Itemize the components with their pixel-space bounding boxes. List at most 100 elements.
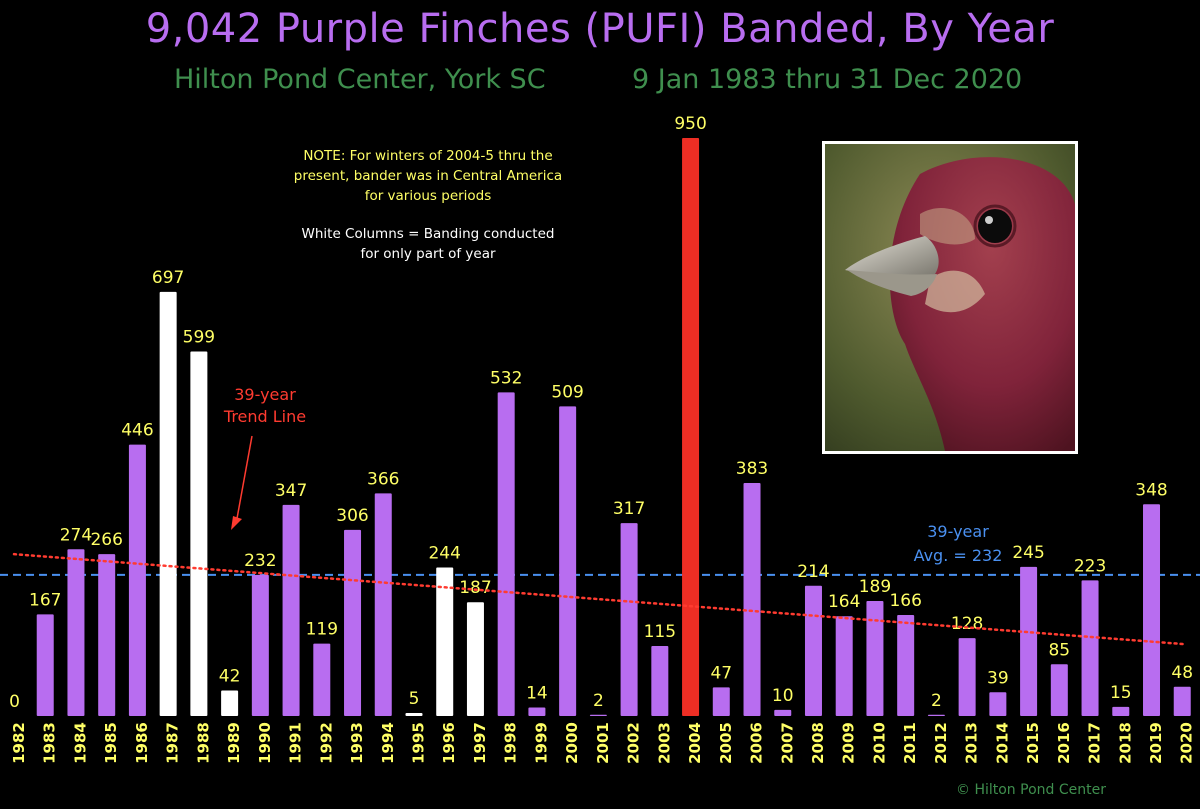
bar-1998 (497, 392, 515, 716)
bar-value-label-2009: 164 (828, 592, 860, 612)
subtitle-date-range: 9 Jan 1983 thru 31 Dec 2020 (632, 64, 1023, 95)
bar-value-label-1987: 697 (152, 268, 184, 288)
bar-value-label-1993: 306 (336, 506, 368, 526)
bar-2002 (620, 523, 638, 716)
bar-2016 (1050, 664, 1068, 716)
x-tick-label-1991: 1991 (287, 722, 305, 764)
bar-value-label-1984: 274 (60, 525, 92, 545)
bar-value-label-2016: 85 (1048, 640, 1070, 660)
x-tick-label-1994: 1994 (379, 722, 397, 764)
x-tick-label-2008: 2008 (809, 722, 827, 764)
bar-value-label-1992: 119 (306, 620, 338, 640)
average-line-label: 39-year Avg. = 232 (888, 520, 1028, 568)
copyright-credit: © Hilton Pond Center (956, 782, 1106, 798)
x-tick-label-2015: 2015 (1024, 722, 1042, 764)
bar-value-label-2010: 189 (859, 577, 891, 597)
note-line-1: NOTE: For winters of 2004-5 thru the (303, 148, 553, 164)
bar-1990 (251, 574, 269, 716)
x-tick-label-2011: 2011 (901, 722, 919, 764)
bar-1989 (221, 690, 239, 716)
x-tick-label-2009: 2009 (840, 722, 858, 764)
bar-value-label-1999: 14 (526, 683, 548, 703)
bar-value-label-1985: 266 (90, 530, 122, 550)
bar-value-label-1995: 5 (409, 689, 420, 709)
bar-2010 (866, 601, 884, 716)
bar-value-label-1986: 446 (121, 421, 153, 441)
x-tick-label-1984: 1984 (71, 722, 89, 764)
bar-1985 (98, 554, 116, 716)
bar-value-label-2004: 950 (674, 114, 706, 134)
x-tick-label-2012: 2012 (932, 722, 950, 764)
bar-1983 (36, 614, 54, 716)
bar-2019 (1143, 504, 1161, 716)
note-line-2: present, bander was in Central America (293, 168, 563, 184)
bar-1984 (67, 549, 85, 716)
bar-value-label-1983: 167 (29, 590, 61, 610)
x-tick-label-2003: 2003 (655, 722, 673, 764)
bar-1996 (436, 567, 454, 716)
bar-value-label-1997: 187 (459, 578, 491, 598)
x-tick-label-2017: 2017 (1086, 722, 1104, 764)
x-tick-label-1988: 1988 (194, 722, 212, 764)
bar-value-label-2006: 383 (736, 459, 768, 479)
bar-value-label-2017: 223 (1074, 556, 1106, 576)
bar-2005 (712, 687, 730, 716)
note-line-5: for only part of year (360, 246, 496, 262)
bar-1994 (374, 493, 392, 716)
x-tick-label-2004: 2004 (686, 722, 704, 764)
x-tick-label-1996: 1996 (440, 722, 458, 764)
bar-2007 (774, 709, 792, 716)
bar-2018 (1112, 706, 1130, 716)
bar-1997 (466, 602, 484, 716)
bar-1992 (313, 643, 331, 716)
purple-finch-photo (822, 141, 1078, 454)
note-line-4: White Columns = Banding conducted (301, 226, 555, 242)
bar-value-label-2014: 39 (987, 668, 1009, 688)
trend-arrow-head (231, 516, 242, 530)
bar-value-label-2008: 214 (797, 562, 829, 582)
bar-2013 (958, 638, 976, 716)
x-tick-label-1990: 1990 (256, 722, 274, 764)
x-tick-label-1989: 1989 (225, 722, 243, 764)
bar-value-label-2019: 348 (1135, 480, 1167, 500)
bar-2001 (589, 714, 607, 716)
bar-2008 (804, 585, 822, 716)
bar-value-label-1991: 347 (275, 481, 307, 501)
x-tick-label-2000: 2000 (563, 722, 581, 764)
x-tick-label-2016: 2016 (1055, 722, 1073, 764)
x-tick-label-2013: 2013 (963, 722, 981, 764)
x-tick-label-2002: 2002 (625, 722, 643, 764)
x-tick-label-2006: 2006 (748, 722, 766, 764)
bar-value-label-2013: 128 (951, 614, 983, 634)
note-line-3: for various periods (364, 188, 492, 204)
bar-2015 (1020, 566, 1038, 716)
bar-value-label-2000: 509 (551, 382, 583, 402)
bar-value-label-1998: 532 (490, 368, 522, 388)
x-tick-label-1998: 1998 (502, 722, 520, 764)
bar-value-label-2018: 15 (1110, 683, 1132, 703)
trend-label-line-1: 39-year (234, 385, 296, 404)
bar-2003 (651, 646, 669, 716)
chart-title: 9,042 Purple Finches (PUFI) Banded, By Y… (145, 6, 1055, 52)
x-tick-label-1999: 1999 (532, 722, 550, 764)
bar-2014 (989, 692, 1007, 716)
trend-line-label: 39-year Trend Line (210, 384, 320, 428)
bar-value-label-1996: 244 (428, 544, 460, 564)
bar-value-label-1994: 366 (367, 469, 399, 489)
bar-1995 (405, 712, 423, 716)
bar-value-label-2005: 47 (710, 663, 732, 683)
bar-1999 (528, 707, 546, 716)
bar-2009 (835, 616, 853, 716)
bar-value-label-1988: 599 (183, 328, 215, 348)
x-tick-label-1987: 1987 (164, 722, 182, 764)
bar-value-label-2007: 10 (772, 686, 794, 706)
x-tick-label-2018: 2018 (1116, 722, 1134, 764)
trend-label-line-2: Trend Line (223, 407, 307, 426)
bar-1991 (282, 504, 300, 716)
x-tick-label-2014: 2014 (993, 722, 1011, 764)
bar-2004 (682, 138, 700, 716)
x-tick-label-1993: 1993 (348, 722, 366, 764)
bar-2011 (897, 615, 915, 716)
x-tick-label-2001: 2001 (594, 722, 612, 764)
bar-2020 (1173, 686, 1191, 716)
